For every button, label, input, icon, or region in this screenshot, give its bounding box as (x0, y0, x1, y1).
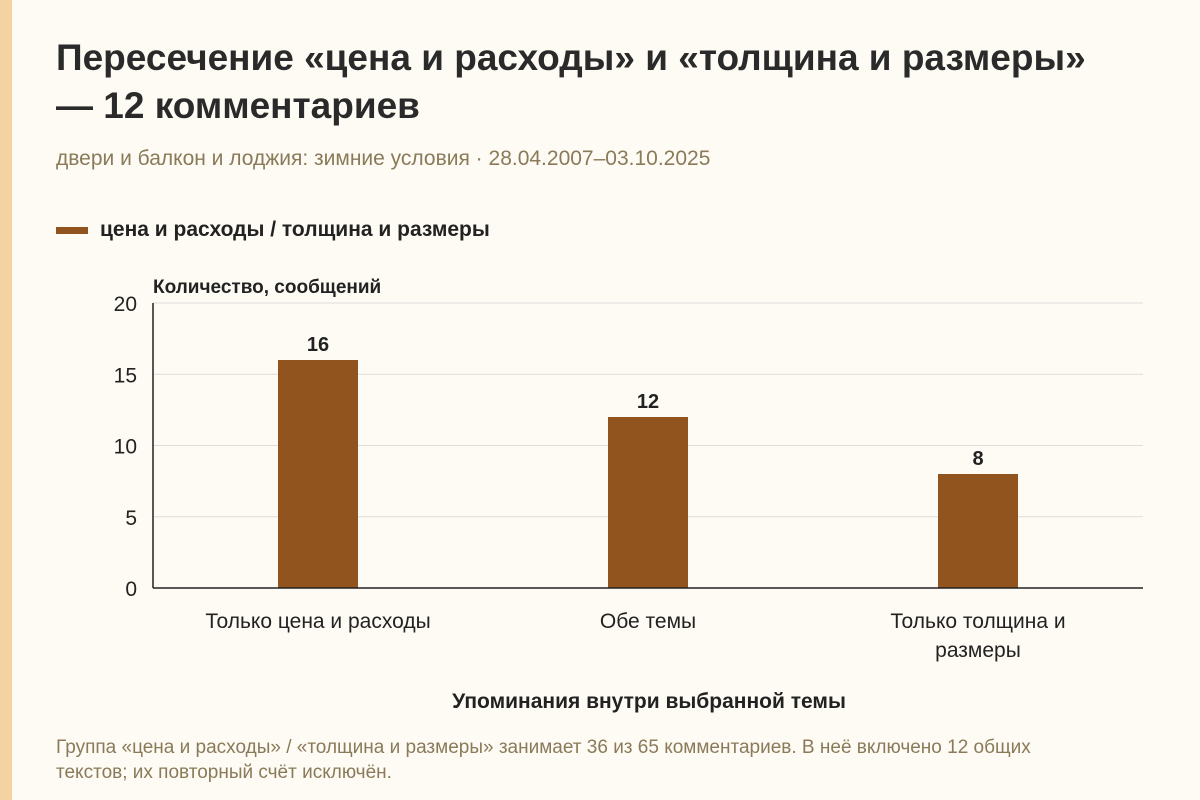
legend: цена и расходы / толщина и размеры (56, 218, 490, 242)
y-tick-label: 0 (125, 578, 137, 601)
x-tick-label: Только толщина и размеры (890, 610, 1065, 662)
y-tick-label: 15 (114, 364, 137, 387)
footnote: Группа «цена и расходы» / «толщина и раз… (56, 737, 1031, 783)
y-tick-label: 5 (125, 507, 137, 530)
x-axis-label: Упоминания внутри выбранной темы (452, 690, 846, 713)
chart-subtitle: двери и балкон и лоджия: зимние условия … (56, 147, 711, 170)
legend-swatch (56, 226, 88, 234)
y-tick-label: 10 (114, 436, 137, 459)
legend-label: цена и расходы / толщина и размеры (100, 218, 490, 241)
y-tick-label: 20 (114, 293, 137, 316)
bar-chart: Количество, сообщений 0 5 10 15 20 16 12 8 Тол… (114, 277, 1143, 713)
y-axis-ticks: 0 5 10 15 20 (114, 293, 137, 601)
x-axis-ticks: Только цена и расходы Обе темы Только толщ… (205, 610, 1065, 662)
chart-title: Пересечение «цена и расходы» и «толщина … (56, 37, 1086, 126)
accent-strip (0, 0, 12, 800)
data-labels: 16 12 8 (307, 334, 984, 470)
bar (278, 360, 358, 588)
data-label: 8 (972, 448, 983, 470)
bar (938, 474, 1018, 588)
data-label: 16 (307, 334, 329, 356)
data-label: 12 (637, 391, 659, 413)
y-axis-label: Количество, сообщений (153, 277, 381, 298)
x-tick-label: Обе темы (600, 610, 696, 633)
bars (278, 360, 1018, 588)
bar (608, 417, 688, 588)
x-tick-label: Только цена и расходы (205, 610, 430, 633)
